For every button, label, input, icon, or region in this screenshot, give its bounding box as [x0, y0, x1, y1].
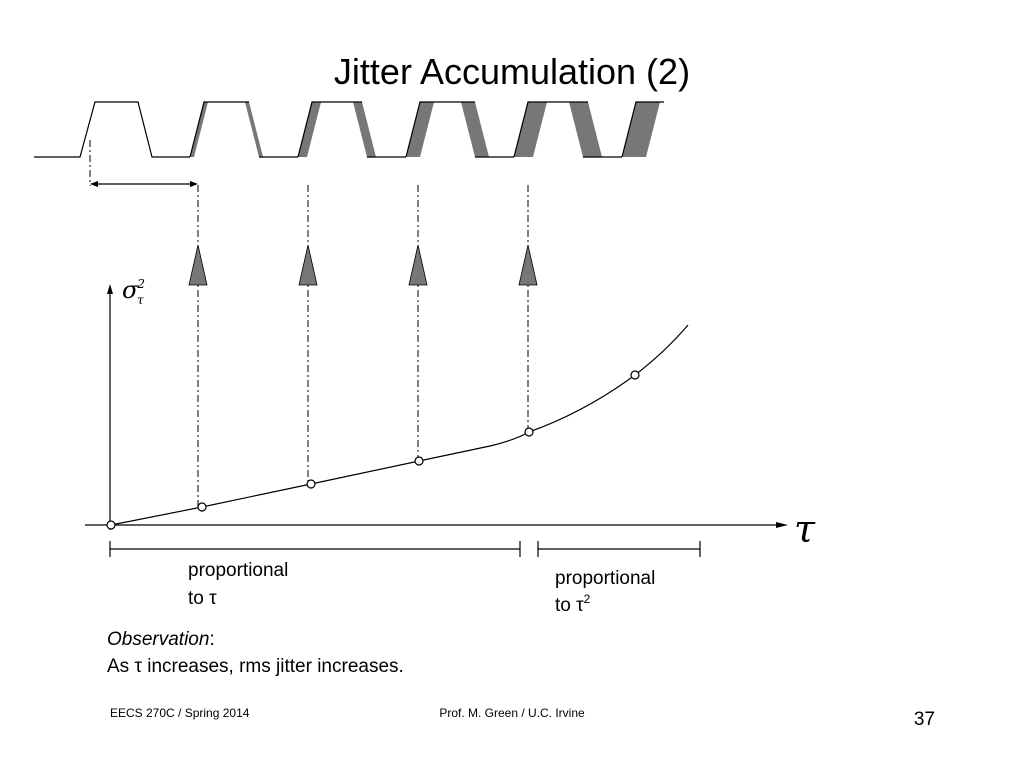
jitter-band [461, 102, 489, 157]
sample-point [197, 502, 207, 512]
axes [85, 284, 788, 530]
x-axis-label: τ [794, 507, 816, 551]
sample-point [630, 370, 640, 380]
jitter-band [514, 102, 547, 157]
observation-heading: Observation: [107, 629, 215, 650]
jitter-band [569, 102, 602, 157]
jitter-arrow [298, 244, 318, 286]
sample-point [524, 427, 534, 437]
jitter-band [622, 102, 660, 157]
sample-points [106, 370, 640, 530]
variance-curve [110, 324, 689, 526]
observation-text: As τ increases, rms jitter increases. [107, 656, 404, 677]
bracket-label: proportional [188, 560, 288, 581]
sample-point [306, 479, 316, 489]
sample-point [414, 456, 424, 466]
jitter-band [190, 102, 208, 157]
jitter-projections [188, 185, 538, 507]
waveform-line [621, 101, 664, 158]
waveform-line [297, 101, 406, 158]
waveform-line [513, 101, 622, 158]
jitter-band [245, 102, 263, 157]
waveform-line [405, 101, 514, 158]
jitter-band [406, 102, 434, 157]
jitter-arrow [518, 244, 538, 286]
jitter-band [298, 102, 321, 157]
jitter-arrow [408, 244, 428, 286]
waveform-line [189, 101, 298, 158]
y-axis-label: σ2 τ [122, 276, 145, 307]
bracket-label: to τ [188, 588, 217, 609]
period-arrow [89, 140, 198, 187]
footer-left: EECS 270C / Spring 2014 [110, 706, 250, 720]
footer-center: Prof. M. Green / U.C. Irvine [439, 706, 585, 720]
sample-point [106, 520, 116, 530]
bracket-label: proportional [555, 568, 655, 589]
clock-waveform [34, 101, 664, 158]
jitter-band [353, 102, 376, 157]
bracket-label: to τ2 [555, 592, 591, 616]
jitter-arrow [188, 244, 208, 286]
page-number: 37 [914, 709, 935, 730]
brackets [109, 541, 701, 557]
waveform-line [34, 101, 190, 158]
title: Jitter Accumulation (2) [334, 51, 690, 92]
